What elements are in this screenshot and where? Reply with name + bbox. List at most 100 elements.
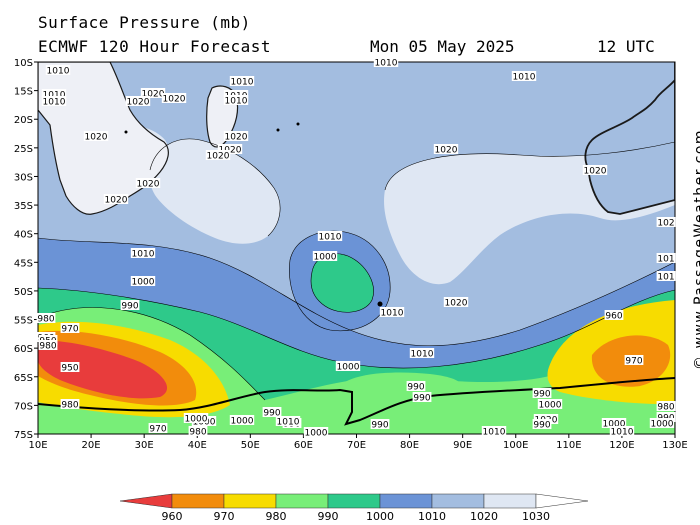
isobar-label: 1010 (223, 95, 249, 107)
isobar-label: 1020 (140, 88, 166, 100)
isobar-label: 1010 (379, 307, 405, 319)
lon-label: 70E (347, 440, 366, 451)
isobar-label: 1000 (649, 418, 675, 430)
isobar-label: 1020 (103, 194, 129, 206)
lon-label: 100E (503, 440, 528, 451)
high-cell-west (149, 138, 281, 244)
svg-text:1010: 1010 (611, 428, 634, 438)
svg-text:1010: 1010 (381, 309, 404, 319)
svg-text:1000: 1000 (132, 278, 155, 288)
svg-text:1020: 1020 (105, 196, 128, 206)
lon-label: 50E (241, 440, 260, 451)
isobar-label: 1020 (135, 178, 161, 190)
isobar-label: 1000 (335, 361, 361, 373)
isobar-label: 960 (604, 310, 624, 322)
isobar-label: 1010 (481, 426, 507, 438)
model-forecast-label: ECMWF 120 Hour Forecast (38, 37, 272, 56)
lat-label: 65S (14, 373, 33, 384)
island-small (124, 130, 128, 134)
colorbar-segment (327, 493, 381, 509)
lon-label: 60E (294, 440, 313, 451)
colorbar-label: 960 (162, 510, 183, 523)
isobar-label: 980 (36, 313, 56, 325)
svg-text:1000: 1000 (603, 420, 626, 430)
lon-label: 40E (188, 440, 207, 451)
watermark-text: © www.PassageWeather.com (692, 128, 700, 370)
svg-text:102: 102 (657, 219, 674, 229)
longitude-axis: 10E 20E 30E 40E 50E 60E 70E 80E 90E 100E 110E 120E 1… (28, 434, 688, 451)
isobar-label: 1020 (161, 93, 187, 105)
svg-text:980: 980 (39, 342, 56, 352)
lon-label: 20E (82, 440, 101, 451)
svg-text:1020: 1020 (445, 299, 468, 309)
isobar-label: 1000 (537, 399, 563, 411)
svg-text:1000: 1000 (185, 415, 208, 425)
latitude-axis: 10S 15S 20S 25S 30S 35S 40S 45S 50S 55S 60S 65S 70S 7… (14, 58, 38, 441)
svg-text:1010: 1010 (483, 428, 506, 438)
colorbar-label: 980 (266, 510, 287, 523)
lon-label: 90E (453, 440, 472, 451)
isobar-label: 1010 (45, 65, 71, 77)
svg-text:980: 980 (657, 403, 674, 413)
australia-coast (584, 62, 675, 215)
svg-text:1020: 1020 (225, 133, 248, 143)
isobar-label: 1010 (41, 89, 67, 101)
isobar-label: 1020 (223, 131, 249, 143)
isobar-label: 1010 (409, 348, 435, 360)
lat-label: 55S (14, 316, 33, 327)
isobar-label: 970 (60, 323, 80, 335)
isobar-label: 1010 (41, 96, 67, 108)
isobar-label: 1000 (601, 418, 627, 430)
lon-label: 30E (135, 440, 154, 451)
isobar-label: 990 (370, 419, 390, 431)
svg-text:990: 990 (533, 390, 550, 400)
isobar-label: 1010 (130, 248, 156, 260)
svg-text:1020: 1020 (142, 90, 165, 100)
colorbar-segment (483, 493, 537, 509)
svg-text:101: 101 (657, 255, 674, 265)
lat-label: 25S (14, 144, 33, 155)
map-title: Surface Pressure (mb) (38, 13, 251, 32)
lon-label: 10E (28, 440, 47, 451)
svg-text:960: 960 (605, 312, 622, 322)
svg-text:1000: 1000 (539, 401, 562, 411)
band-950-960 (38, 340, 168, 399)
colorbar-label: 990 (318, 510, 339, 523)
colorbar-label: 970 (214, 510, 235, 523)
isobar-label: 1010 (373, 57, 399, 69)
svg-text:1020: 1020 (207, 152, 230, 162)
lat-label: 15S (14, 87, 33, 98)
isobar-label: 1010 (275, 416, 301, 428)
isobar-label: 950 (60, 362, 80, 374)
lon-label: 80E (400, 440, 419, 451)
colorbar-label: 1000 (366, 510, 394, 523)
isobar-label: 101 (656, 253, 676, 265)
svg-text:1010: 1010 (319, 233, 342, 243)
svg-text:101: 101 (657, 273, 674, 283)
isobar-label: 980 (656, 401, 676, 413)
isobar-label: 980 (188, 426, 208, 438)
island-kerguelen (377, 301, 383, 307)
svg-text:1020: 1020 (137, 180, 160, 190)
svg-text:1010: 1010 (47, 67, 70, 77)
svg-text:1020: 1020 (584, 167, 607, 177)
svg-text:990: 990 (121, 302, 138, 312)
colorbar-segment (119, 493, 173, 509)
lat-label: 30S (14, 172, 33, 183)
isobar-label: 1020 (433, 144, 459, 156)
lat-label: 70S (14, 401, 33, 412)
colorbar-segment (275, 493, 329, 509)
isobar-label: 990 (406, 381, 426, 393)
lat-label: 10S (14, 58, 33, 69)
colorbar-label: 1030 (522, 510, 550, 523)
antarctica-coast (38, 377, 675, 426)
isobar-label: 990 (412, 392, 432, 404)
lat-label: 40S (14, 230, 33, 241)
svg-text:1010: 1010 (225, 97, 248, 107)
patch-980-990-mid (342, 372, 461, 398)
colorbar-segment (431, 493, 485, 509)
isobar-label: 1020 (83, 131, 109, 143)
colorbar-segment (379, 493, 433, 509)
isobar-label: 990 (262, 407, 282, 419)
